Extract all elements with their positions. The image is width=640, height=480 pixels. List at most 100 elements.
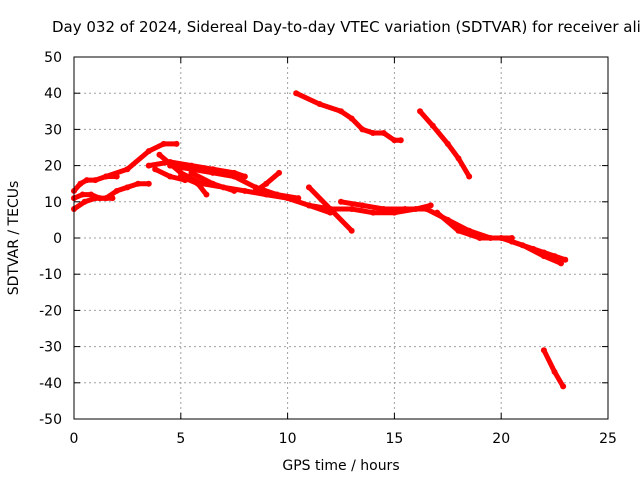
data-point [135,180,142,187]
data-point [88,191,95,198]
data-point [103,173,110,180]
data-point [241,187,248,194]
series-line [541,347,566,389]
data-point [295,195,302,202]
data-point [558,260,565,267]
data-point [429,122,436,129]
data-point [156,151,163,158]
data-point [109,195,116,202]
series-line [417,108,472,179]
data-point [305,202,312,209]
data-point [466,173,473,180]
y-axis-label: SDTVAR / TECUs [6,181,22,296]
data-point [305,184,312,191]
data-point [231,187,238,194]
data-point [444,140,451,147]
data-point [96,195,103,202]
data-series [71,90,569,390]
data-point [359,126,366,133]
data-point [173,140,180,147]
y-tick-label: 0 [53,231,62,247]
data-point [263,180,270,187]
axis-ticks: 0 5 10 15 20 25 -50 -40 -30 -20 -10 0 10 20 30 40 50 [39,50,617,447]
data-point [455,227,462,234]
series-track-12 [293,90,404,144]
data-point [338,108,344,115]
data-point [348,115,355,122]
series-track-19 [540,347,567,390]
data-point [203,191,210,198]
data-point [194,180,201,187]
data-point [540,249,547,256]
data-point [145,148,152,155]
data-point [241,173,248,180]
data-point [160,140,167,147]
data-point [231,173,238,180]
data-point [83,177,90,184]
series-track-4 [103,140,180,180]
data-point [380,206,387,213]
x-tick-label: 20 [492,431,510,447]
y-tick-label: -30 [39,340,62,356]
data-point [423,206,430,213]
data-point [434,209,441,216]
y-tick-label: 10 [44,195,62,211]
data-point [124,166,131,173]
chart-title: Day 032 of 2024, Sidereal Day-to-day VTE… [52,18,640,36]
data-point [252,187,259,194]
x-tick-label: 0 [70,431,79,447]
data-point [348,206,355,213]
x-axis-label: GPS time / hours [282,458,399,474]
data-point [560,383,567,390]
data-point [276,169,283,176]
data-point [124,184,131,191]
data-point [370,130,377,137]
data-point [498,235,505,241]
series-track-8 [188,169,238,194]
data-point [92,177,99,184]
data-point [209,169,216,176]
data-point [152,166,159,173]
data-point [359,202,366,209]
data-point [167,173,174,180]
data-point [167,162,174,169]
x-tick-label: 5 [176,431,185,447]
data-point [540,347,547,354]
data-point [145,162,152,169]
data-point [427,202,434,209]
y-tick-label: -10 [39,267,62,283]
data-point [551,253,558,260]
data-point [79,191,86,198]
y-tick-label: 40 [44,86,62,102]
data-point [402,206,409,213]
data-point [417,108,424,115]
data-point [273,191,280,198]
x-tick-label: 15 [385,431,403,447]
data-point [113,187,120,194]
data-point [455,155,462,162]
series-track-11 [252,169,283,194]
data-point [145,180,152,187]
data-point [380,130,387,137]
series-track-7 [167,162,302,202]
data-point [316,101,323,108]
data-point [327,206,334,213]
data-point [338,198,344,205]
x-tick-label: 10 [279,431,297,447]
series-track-15 [305,184,355,234]
data-point [391,137,398,144]
series-track-10 [177,173,210,198]
data-point [530,245,537,252]
data-point [209,180,216,187]
data-point [77,180,84,187]
data-point [348,227,355,234]
data-point [177,173,184,180]
y-tick-label: -50 [39,412,62,428]
series-track-18 [508,238,569,263]
y-tick-label: 50 [44,50,62,66]
x-tick-label: 25 [599,431,617,447]
y-tick-label: 20 [44,159,62,175]
y-tick-label: -20 [39,303,62,319]
y-tick-label: 30 [44,122,62,138]
data-point [476,235,483,241]
